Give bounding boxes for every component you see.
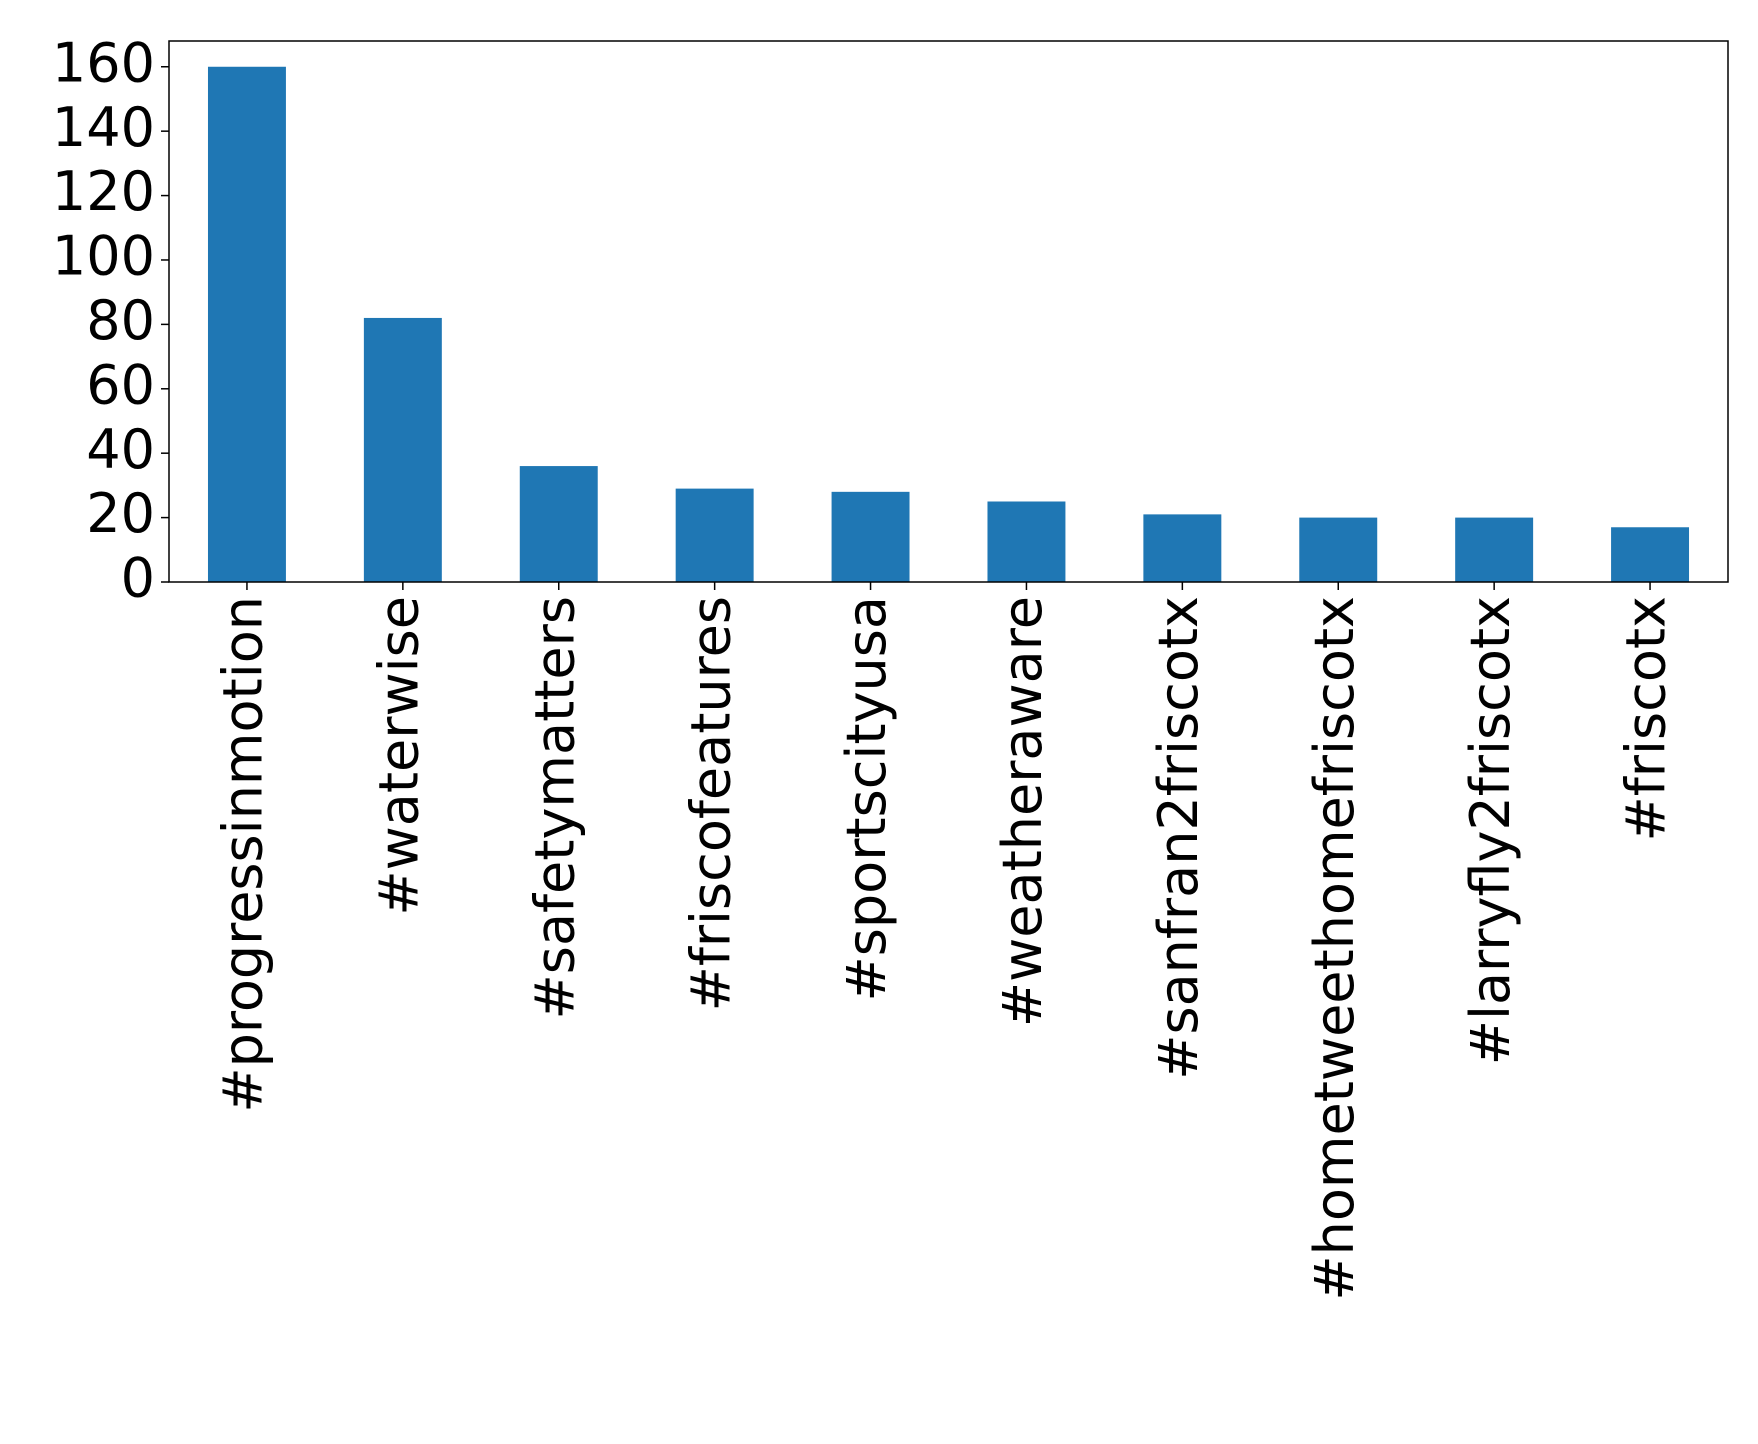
bar	[519, 466, 598, 582]
y-tick-label: 140	[52, 96, 155, 159]
bar	[1299, 517, 1378, 582]
x-tick-label: #friscofeatures	[679, 596, 742, 1011]
x-tick-label: #sportscityusa	[835, 596, 898, 1001]
y-tick-label: 60	[86, 353, 155, 416]
bar	[1143, 514, 1222, 582]
x-tick-label: #friscotx	[1615, 596, 1678, 841]
bar	[831, 491, 910, 582]
x-tick-label: #progressinmotion	[212, 596, 275, 1113]
bar	[1611, 527, 1690, 582]
bar	[207, 66, 286, 582]
bar	[675, 488, 754, 582]
y-tick-label: 100	[52, 225, 155, 288]
y-tick-label: 80	[86, 289, 155, 352]
y-tick-label: 120	[52, 160, 155, 223]
y-tick-label: 160	[52, 31, 155, 94]
y-tick-label: 40	[86, 418, 155, 481]
x-tick-label: #larryfly2friscotx	[1459, 596, 1522, 1065]
y-tick-label: 0	[121, 547, 155, 610]
x-tick-label: #waterwise	[367, 596, 430, 916]
x-tick-label: #weatheraware	[991, 596, 1054, 1027]
bar	[363, 317, 442, 582]
x-tick-label: #sanfran2friscotx	[1147, 596, 1210, 1080]
bar	[987, 501, 1066, 582]
x-tick-label: #safetymatters	[523, 596, 586, 1019]
x-tick-label: #hometweethomefriscotx	[1303, 596, 1366, 1301]
y-tick-label: 20	[86, 482, 155, 545]
plot-frame	[168, 40, 1729, 583]
bar	[1455, 517, 1534, 582]
